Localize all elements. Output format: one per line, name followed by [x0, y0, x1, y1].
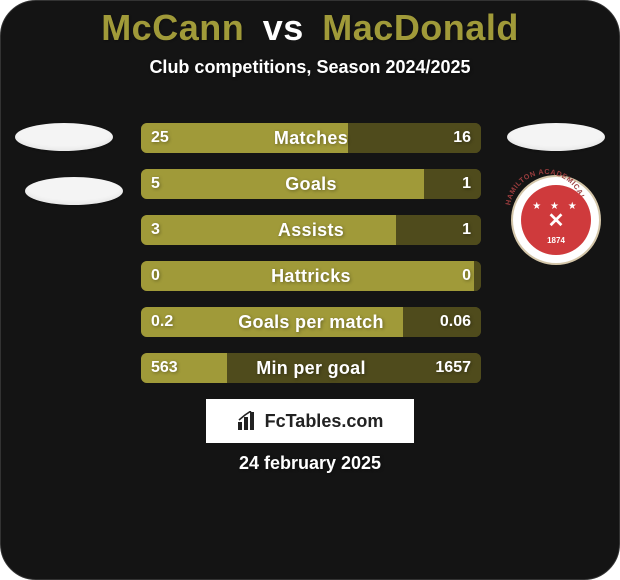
stat-label: Goals	[141, 169, 481, 199]
stat-value-right: 1	[452, 215, 481, 245]
stat-value-left: 0.2	[141, 307, 183, 337]
stat-label: Assists	[141, 215, 481, 245]
stat-row: Goals5 1	[141, 169, 481, 199]
stat-value-right: 0.06	[430, 307, 481, 337]
stat-row: Goals per match0.20.06	[141, 307, 481, 337]
title-player2: MacDonald	[322, 7, 519, 48]
page-title: McCann vs MacDonald	[1, 7, 619, 49]
stat-label: Hattricks	[141, 261, 481, 291]
team1-logo-placeholder-2	[25, 177, 123, 205]
team2-crest: HAMILTON ACADEMICAL FOOTBALL CLUB ★ ★ ★ …	[511, 175, 601, 265]
stat-value-left: 25	[141, 123, 179, 153]
subtitle: Club competitions, Season 2024/2025	[1, 57, 619, 78]
stat-value-left: 0	[141, 261, 170, 291]
team1-logo-placeholder-1	[15, 123, 113, 151]
stat-bars: Matches2516Goals51Assists31Hattricks00Go…	[141, 123, 481, 399]
stat-row: Hattricks0 0	[141, 261, 481, 291]
stat-row: Matches25 16	[141, 123, 481, 153]
stat-row: Min per goal5631657	[141, 353, 481, 383]
team2-logo-placeholder	[507, 123, 605, 151]
stat-value-left: 5	[141, 169, 170, 199]
stat-value-right: 1657	[425, 353, 481, 383]
stat-value-right: 0	[452, 261, 481, 291]
stat-value-right: 1	[452, 169, 481, 199]
stat-value-left: 563	[141, 353, 188, 383]
crest-saltire: ✕	[548, 208, 565, 233]
brand-chip: FcTables.com	[206, 399, 414, 443]
date-text: 24 february 2025	[1, 453, 619, 474]
title-vs: vs	[255, 7, 312, 48]
stat-value-right: 16	[443, 123, 481, 153]
crest-year: 1874	[547, 236, 565, 245]
stat-value-left: 3	[141, 215, 170, 245]
title-player1: McCann	[101, 7, 244, 48]
stat-row: Assists3 1	[141, 215, 481, 245]
brand-text: FcTables.com	[265, 411, 384, 432]
crest-inner: ★ ★ ★ ✕ 1874	[521, 185, 591, 255]
brand-logo-icon	[237, 411, 259, 431]
stat-label: Matches	[141, 123, 481, 153]
comparison-card: McCann vs MacDonald Club competitions, S…	[0, 0, 620, 580]
